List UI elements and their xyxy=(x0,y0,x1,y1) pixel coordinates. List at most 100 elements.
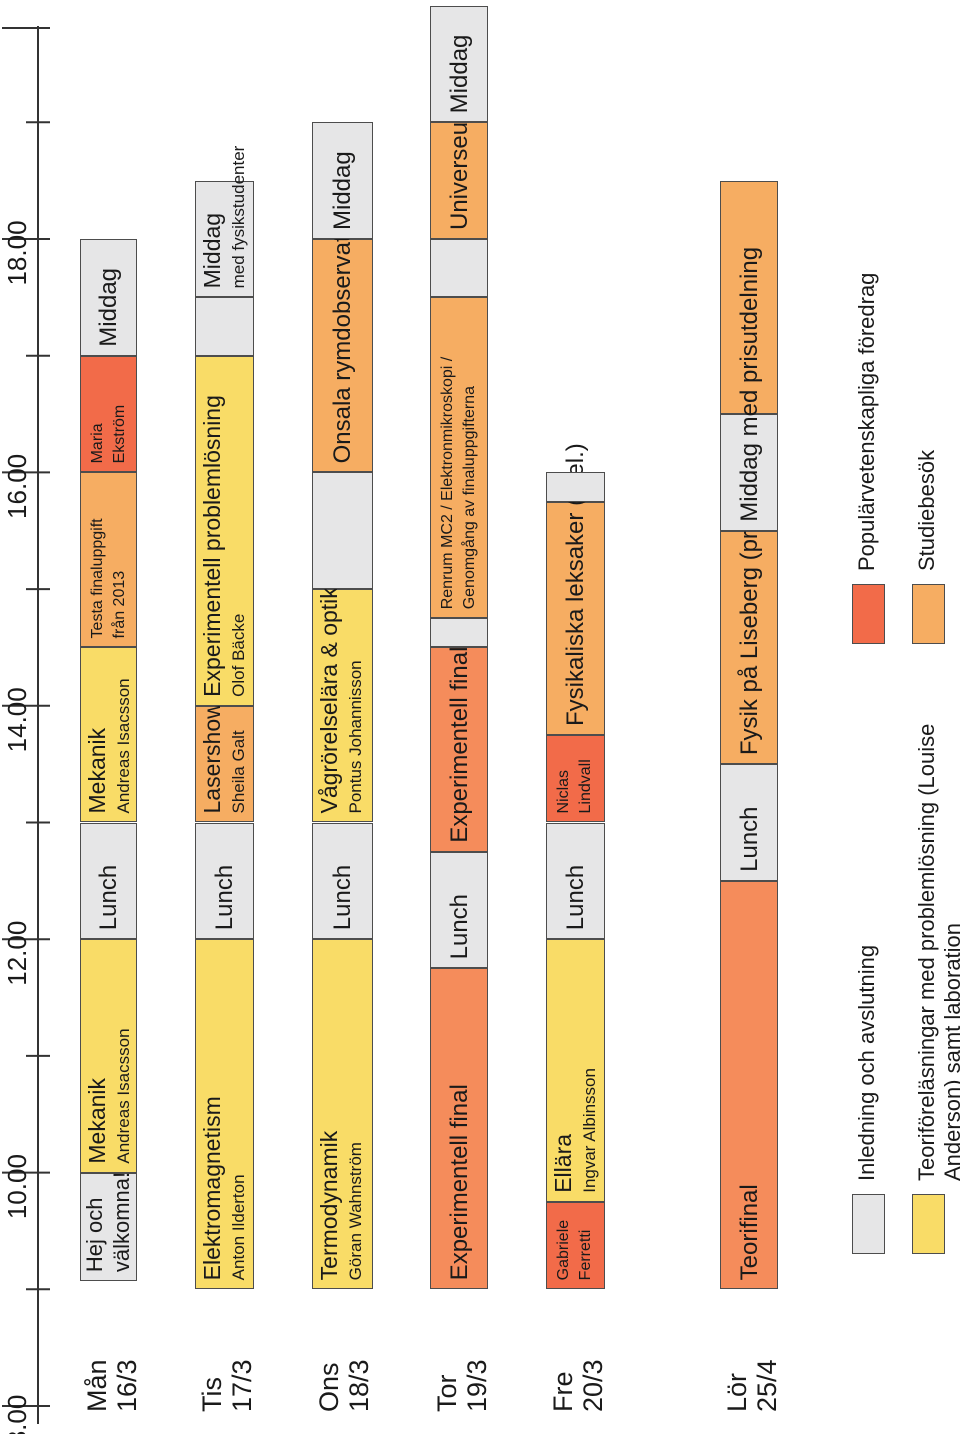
block-title: Experimentell final xyxy=(445,1084,473,1281)
block-title: Lasershow xyxy=(199,702,225,814)
day-date: 20/3 xyxy=(578,1359,608,1412)
day-name: Ons xyxy=(314,1362,344,1412)
block-thu-break-1 xyxy=(430,618,488,648)
day-label: Tor 19/3 xyxy=(432,1302,492,1412)
block-title: Termodynamik xyxy=(316,1130,342,1281)
block-thu-lunch: Lunch xyxy=(430,851,488,969)
block-fri-lunch: Lunch xyxy=(546,822,605,940)
block-line: Niclas xyxy=(555,769,572,814)
block-title: Middag xyxy=(445,34,473,114)
block-line: välkomna! xyxy=(109,1171,134,1273)
block-thu-exp2: Experimentell final xyxy=(430,646,488,852)
block-line: från 2013 xyxy=(111,570,128,639)
block-tue-lunch: Lunch xyxy=(195,822,254,940)
block-tue-exp: Experimentell problemlösning Olof Bäcke xyxy=(195,355,254,706)
day-name: Tor xyxy=(432,1374,462,1412)
block-mon-maria: Maria Ekström xyxy=(80,355,137,473)
block-line: Renrum MC2 / Elektronmikroskopi / xyxy=(439,356,456,610)
block-title: Middag xyxy=(95,267,122,347)
block-title: Ellära xyxy=(550,1133,576,1193)
block-title: Lunch xyxy=(735,806,763,872)
block-thu-univ: Universeum xyxy=(430,102,488,239)
block-title: Experimentell problemlösning xyxy=(199,395,225,697)
block-line: Hej och xyxy=(82,1197,107,1273)
block-title: Elektromagnetism xyxy=(199,1096,225,1281)
block-speaker: Göran Wahnström xyxy=(346,1142,365,1281)
legend-visit-label: Studiebesök xyxy=(914,449,939,571)
block-fri-ellara: Ellära Ingvar Albinsson xyxy=(546,939,605,1202)
block-title: Middag xyxy=(199,212,225,289)
block-title: Experimentell final xyxy=(445,646,473,843)
block-title: Lunch xyxy=(445,893,473,960)
legend-visit-swatch xyxy=(912,584,945,644)
block-tue-dinner: Middag med fysikstudenter xyxy=(195,146,254,298)
block-sat-lunch: Lunch xyxy=(720,764,778,881)
block-tue-em: Elektromagnetism Anton Ilderton xyxy=(195,939,254,1290)
block-wed-break xyxy=(312,472,373,590)
block-mon-test: Testa finaluppgift från 2013 xyxy=(80,472,137,648)
block-title: Mekanik xyxy=(84,727,110,814)
tick-label: 8.00 xyxy=(2,1394,32,1434)
block-line: Maria xyxy=(89,423,106,464)
block-thu-dinner: Middag xyxy=(430,5,488,123)
block-title: Middag med prisutdelning xyxy=(735,246,763,522)
block-wed-wave: Vågrörelselära & optik Pontus Johannisson xyxy=(312,587,373,823)
day-name: Lör xyxy=(722,1372,752,1412)
block-speaker: Ingvar Albinsson xyxy=(580,1068,599,1193)
tick-label: 14.00 xyxy=(2,687,32,753)
block-wed-onsala: Onsala rymdobservatorium xyxy=(312,175,373,473)
block-sat-prize: Middag med prisutdelning xyxy=(720,180,778,522)
legend-theory-label: Anderson) samt laboration xyxy=(940,922,960,1181)
legend-theory-swatch xyxy=(912,1194,945,1254)
legend-popular-swatch xyxy=(852,584,885,644)
day-label: Tis 17/3 xyxy=(197,1302,257,1412)
block-mon-welcome: Hej och välkomna! xyxy=(80,1171,137,1282)
block-title: Lunch xyxy=(211,864,238,931)
block-sat-liseberg: Fysik på Liseberg (prel.) xyxy=(720,498,778,765)
block-thu-renrum: Renrum MC2 / Elektronmikroskopi / Genomgå… xyxy=(430,297,488,619)
block-tue-break xyxy=(195,297,254,356)
block-fri-gabriele: Gabriele Ferretti xyxy=(546,1201,605,1290)
block-wed-thermo: Termodynamik Göran Wahnström xyxy=(312,939,373,1290)
day-name: Fre xyxy=(548,1371,578,1413)
block-speaker: Sheila Galt xyxy=(229,730,248,814)
block-thu-exp1: Experimentell final xyxy=(430,968,488,1290)
block-wed-lunch: Lunch xyxy=(312,822,373,940)
legend-popular-label: Populärvetenskapliga föredrag xyxy=(854,272,879,571)
day-label: Lör 25/4 xyxy=(722,1302,782,1412)
block-line: Testa finaluppgift xyxy=(89,518,106,639)
block-line: Ferretti xyxy=(577,1229,594,1281)
block-thu-break-2 xyxy=(430,239,488,298)
block-title: Lunch xyxy=(562,864,589,931)
day-date: 17/3 xyxy=(227,1359,257,1412)
block-mon-lunch: Lunch xyxy=(80,822,137,940)
block-speaker: Anton Ilderton xyxy=(229,1174,248,1281)
block-mon-dinner: Middag xyxy=(80,239,137,356)
day-label: Fre 20/3 xyxy=(548,1302,608,1412)
block-fri-toys: Fysikaliska leksaker (prel.) xyxy=(546,443,605,735)
tick-label: 16.00 xyxy=(2,453,32,519)
tick-label: 12.00 xyxy=(2,920,32,986)
block-title: Lunch xyxy=(95,864,122,931)
block-fri-break xyxy=(546,472,605,502)
block-speaker: Pontus Johannisson xyxy=(346,660,365,814)
block-speaker: Andreas Isacsson xyxy=(114,1028,133,1164)
tick-label: 18.00 xyxy=(2,220,32,286)
block-line: Genomgång av finaluppgifterna xyxy=(461,386,478,610)
day-date: 25/4 xyxy=(752,1359,782,1412)
day-name: Mån xyxy=(82,1359,112,1412)
block-line: Gabriele xyxy=(555,1219,572,1281)
day-name: Tis xyxy=(197,1377,227,1412)
legend-intro-label: Inledning och avslutning xyxy=(854,944,879,1181)
block-sat-teori: Teorifinal xyxy=(720,880,778,1290)
block-fri-niclas: Niclas Lindvall xyxy=(546,734,605,823)
day-date: 18/3 xyxy=(344,1359,374,1412)
block-mon-mek2: Mekanik Andreas Isacsson xyxy=(80,647,137,823)
block-tue-laser: Lasershow Sheila Galt xyxy=(195,702,254,823)
block-subtitle: med fysikstudenter xyxy=(229,145,248,289)
legend-intro-swatch xyxy=(852,1194,885,1254)
block-title: Middag xyxy=(329,151,356,230)
block-title: Lunch xyxy=(329,864,356,931)
day-label: Mån 16/3 xyxy=(82,1302,142,1412)
